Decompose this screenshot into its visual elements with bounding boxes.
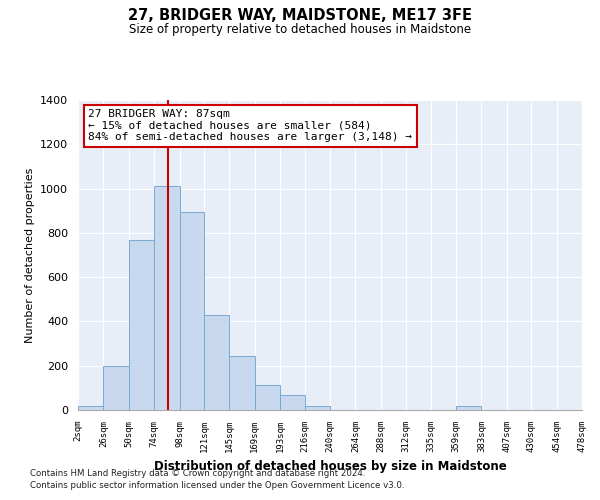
Bar [179,212,204,410]
Text: Size of property relative to detached houses in Maidstone: Size of property relative to detached ho… [129,22,471,36]
Y-axis label: Number of detached properties: Number of detached properties [25,168,35,342]
Bar [129,240,154,410]
Bar [154,186,179,410]
Text: Contains public sector information licensed under the Open Government Licence v3: Contains public sector information licen… [30,481,404,490]
Bar [229,356,255,410]
Bar [78,406,103,410]
Text: Contains HM Land Registry data © Crown copyright and database right 2024.: Contains HM Land Registry data © Crown c… [30,468,365,477]
Bar [103,366,129,410]
Text: 27 BRIDGER WAY: 87sqm
← 15% of detached houses are smaller (584)
84% of semi-det: 27 BRIDGER WAY: 87sqm ← 15% of detached … [88,110,412,142]
Text: 27, BRIDGER WAY, MAIDSTONE, ME17 3FE: 27, BRIDGER WAY, MAIDSTONE, ME17 3FE [128,8,472,22]
Bar [204,315,229,410]
Bar [305,406,330,410]
X-axis label: Distribution of detached houses by size in Maidstone: Distribution of detached houses by size … [154,460,506,473]
Bar [280,395,305,410]
Bar [255,385,280,410]
Bar [456,406,481,410]
